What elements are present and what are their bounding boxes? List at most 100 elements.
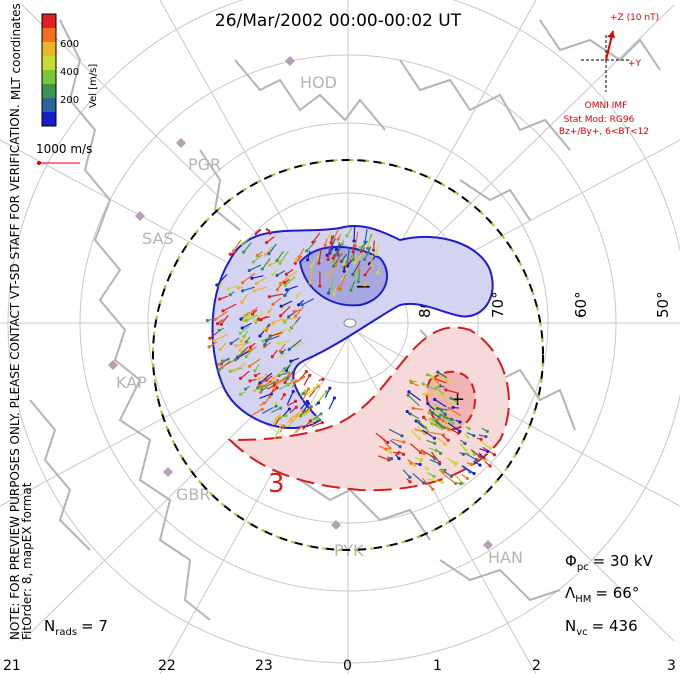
- velocity-vector: [241, 322, 252, 329]
- vector-origin: [240, 281, 245, 285]
- vector-origin: [215, 283, 219, 287]
- vector-origin: [327, 235, 331, 239]
- vector-origin: [345, 234, 349, 238]
- vector-origin: [323, 243, 327, 247]
- velocity-vector: [432, 412, 442, 420]
- colorbar-cell: [42, 112, 56, 127]
- velocity-vector: [280, 300, 293, 307]
- station-label-gbr: GBR: [176, 485, 211, 504]
- velocity-vector: [430, 431, 444, 436]
- vector-origin: [286, 382, 291, 386]
- vector-origin: [263, 343, 267, 347]
- vector-origin: [240, 326, 244, 330]
- vector-origin: [328, 249, 332, 253]
- velocity-vector: [445, 389, 460, 394]
- velocity-vector: [273, 424, 282, 440]
- vector-origin: [294, 259, 298, 263]
- vector-origin: [406, 393, 410, 397]
- vector-origin: [440, 480, 444, 484]
- velocity-vector: [286, 391, 294, 405]
- velocity-vector: [375, 432, 389, 443]
- velocity-vector: [302, 420, 311, 431]
- vector-origin: [485, 429, 489, 433]
- vector-scale: 1000 m/s: [36, 142, 92, 165]
- velocity-vector: [375, 244, 380, 255]
- vector-origin: [413, 463, 417, 467]
- lat-label-60: 60°: [572, 291, 590, 318]
- contour-label: 3: [268, 469, 285, 499]
- mlt-tick: 1: [433, 658, 442, 674]
- velocity-vector: [269, 293, 284, 298]
- vector-origin: [244, 340, 248, 344]
- vector-origin: [228, 252, 232, 256]
- vector-origin: [284, 414, 288, 418]
- vector-origin: [408, 475, 412, 479]
- velocity-vector: [243, 242, 252, 253]
- vector-origin: [229, 341, 233, 345]
- vector-origin: [253, 369, 257, 373]
- vector-origin: [463, 441, 467, 446]
- map-title: 26/Mar/2002 00:00-00:02 UT: [215, 11, 462, 31]
- vector-origin: [318, 284, 322, 288]
- velocity-vector: [434, 398, 447, 408]
- vector-origin: [363, 273, 367, 277]
- imf-model: Stat Mod: RG96: [564, 115, 635, 125]
- vector-origin: [242, 250, 246, 254]
- coordinate-label: MLT coordinates: [9, 3, 23, 100]
- vector-origin: [316, 417, 320, 421]
- velocity-vector: [278, 383, 289, 390]
- velocity-vector: [282, 408, 290, 417]
- velocity-vector: [353, 251, 365, 264]
- vector-origin: [371, 248, 376, 252]
- velocity-vector: [427, 478, 443, 483]
- vector-origin: [351, 272, 355, 277]
- vector-origin: [447, 425, 451, 429]
- svg-text:Nvc= 436: Nvc = 436: [565, 617, 638, 638]
- vector-origin: [419, 457, 424, 461]
- velocity-vector: [308, 385, 319, 398]
- vector-origin: [436, 370, 440, 374]
- station-label-kap: KAP: [116, 373, 147, 392]
- vector-origin: [288, 328, 292, 332]
- velocity-vector: [228, 285, 239, 290]
- velocity-vector: [305, 388, 315, 396]
- vector-origin: [244, 318, 249, 323]
- velocity-vector: [339, 274, 347, 290]
- velocity-vector: [446, 457, 457, 464]
- vector-origin: [389, 450, 393, 455]
- velocity-vector: [299, 406, 312, 416]
- velocity-vector: [311, 422, 323, 428]
- potential-min-sign: −: [355, 274, 372, 298]
- vector-origin: [315, 383, 320, 387]
- vector-origin: [472, 434, 476, 438]
- vector-origin: [431, 411, 435, 415]
- velocity-vector: [437, 407, 448, 411]
- vector-origin: [248, 379, 252, 383]
- station-marker-sas: [135, 211, 145, 221]
- vector-origin: [251, 260, 256, 264]
- velocity-vector: [407, 394, 420, 407]
- velocity-vector: [249, 358, 261, 367]
- vector-origin: [216, 322, 220, 326]
- velocity-vector: [367, 232, 374, 246]
- vector-origin: [306, 402, 310, 406]
- velocity-vector: [268, 243, 277, 255]
- vector-origin: [228, 369, 232, 373]
- vector-origin: [317, 261, 321, 265]
- station-label-han: HAN: [488, 548, 523, 567]
- vector-origin: [405, 409, 409, 414]
- vector-origin: [264, 328, 268, 333]
- vector-origin: [426, 402, 430, 406]
- velocity-vector: [264, 382, 275, 388]
- statistics: Φpc = 30 kV ΛHM = 66° Nvc = 436 Nrads = 7: [44, 552, 654, 638]
- vector-origin: [436, 406, 440, 411]
- vector-origin: [218, 284, 222, 288]
- vector-origin: [492, 453, 497, 457]
- velocity-vector: [310, 253, 320, 267]
- velocity-vector: [417, 425, 425, 435]
- velocity-vector: [430, 418, 443, 430]
- velocity-vector: [480, 440, 491, 449]
- mlt-tick: 2: [532, 658, 541, 674]
- vector-origin: [275, 258, 279, 263]
- vector-origin: [444, 388, 448, 392]
